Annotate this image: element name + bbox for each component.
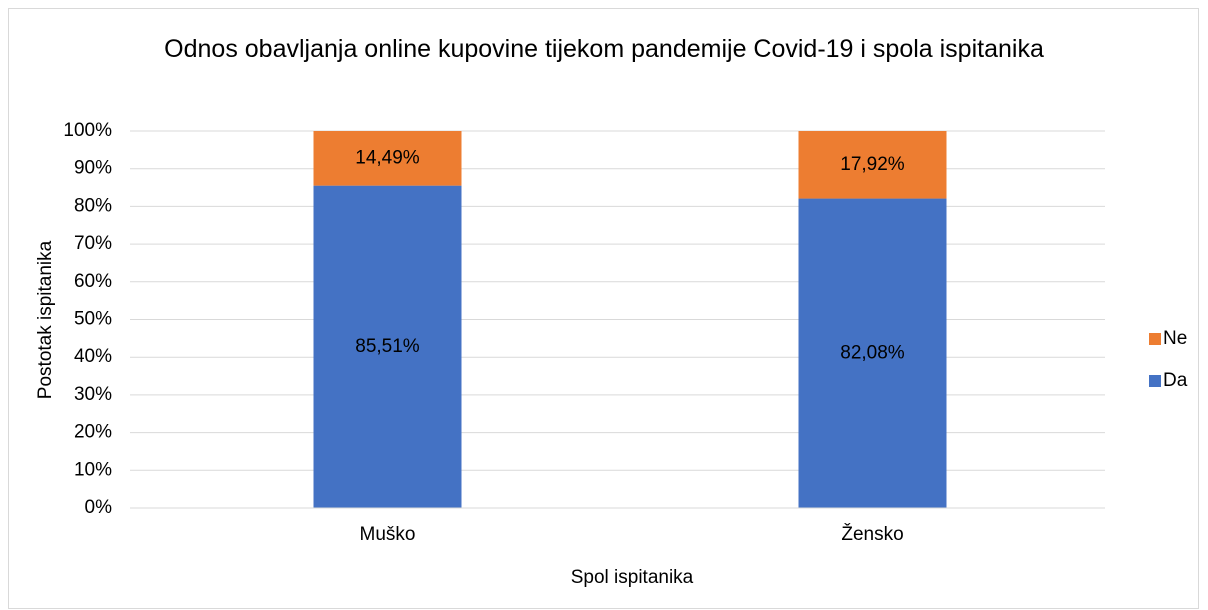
legend-swatch: [1149, 333, 1161, 345]
legend-label: Da: [1163, 370, 1188, 391]
y-tick-label: 100%: [63, 120, 112, 141]
bar-segment: [798, 131, 947, 199]
y-tick-label: 20%: [74, 422, 112, 443]
legend-label: Ne: [1163, 328, 1187, 349]
x-axis-label: Spol ispitanika: [571, 567, 694, 588]
data-label: 17,92%: [840, 154, 905, 175]
x-tick-label: Muško: [360, 524, 416, 545]
y-tick-label: 60%: [74, 271, 112, 292]
y-tick-label: 30%: [74, 384, 112, 405]
y-tick-label: 40%: [74, 346, 112, 367]
bar-segment: [798, 198, 947, 508]
chart-border: [8, 8, 1199, 609]
data-label: 14,49%: [355, 147, 420, 168]
y-tick-label: 70%: [74, 233, 112, 254]
y-tick-label: 0%: [85, 497, 113, 518]
data-label: 85,51%: [355, 336, 420, 357]
x-tick-label: Žensko: [841, 523, 903, 545]
chart-title: Odnos obavljanja online kupovine tijekom…: [164, 35, 1044, 63]
y-tick-label: 50%: [74, 309, 112, 330]
data-label: 82,08%: [840, 342, 905, 363]
bar-segment: [313, 131, 462, 186]
y-tick-label: 80%: [74, 195, 112, 216]
y-tick-label: 90%: [74, 158, 112, 179]
y-axis-label: Postotak ispitanika: [35, 240, 56, 399]
bar-segment: [313, 185, 462, 508]
legend-swatch: [1149, 375, 1161, 387]
y-tick-label: 10%: [74, 459, 112, 480]
